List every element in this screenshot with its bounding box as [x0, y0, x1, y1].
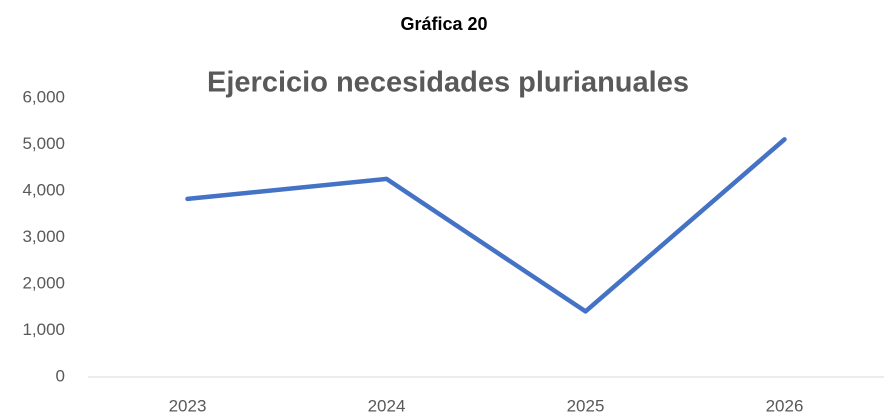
chart-heading: Gráfica 20 — [400, 14, 487, 34]
y-tick-label: 5,000 — [22, 134, 65, 153]
y-tick-label: 0 — [56, 366, 65, 385]
x-tick-label: 2026 — [766, 396, 804, 414]
line-series — [185, 137, 787, 314]
chart-title: Ejercicio necesidades plurianuales — [207, 67, 689, 99]
x-tick-label: 2024 — [368, 396, 406, 414]
y-tick-label: 2,000 — [22, 273, 65, 292]
y-tick-label: 1,000 — [22, 320, 65, 339]
y-tick-label: 3,000 — [22, 227, 65, 246]
y-tick-label: 4,000 — [22, 180, 65, 199]
x-tick-label: 2025 — [567, 396, 605, 414]
x-tick-label: 2023 — [169, 396, 207, 414]
y-tick-label: 6,000 — [22, 87, 65, 106]
